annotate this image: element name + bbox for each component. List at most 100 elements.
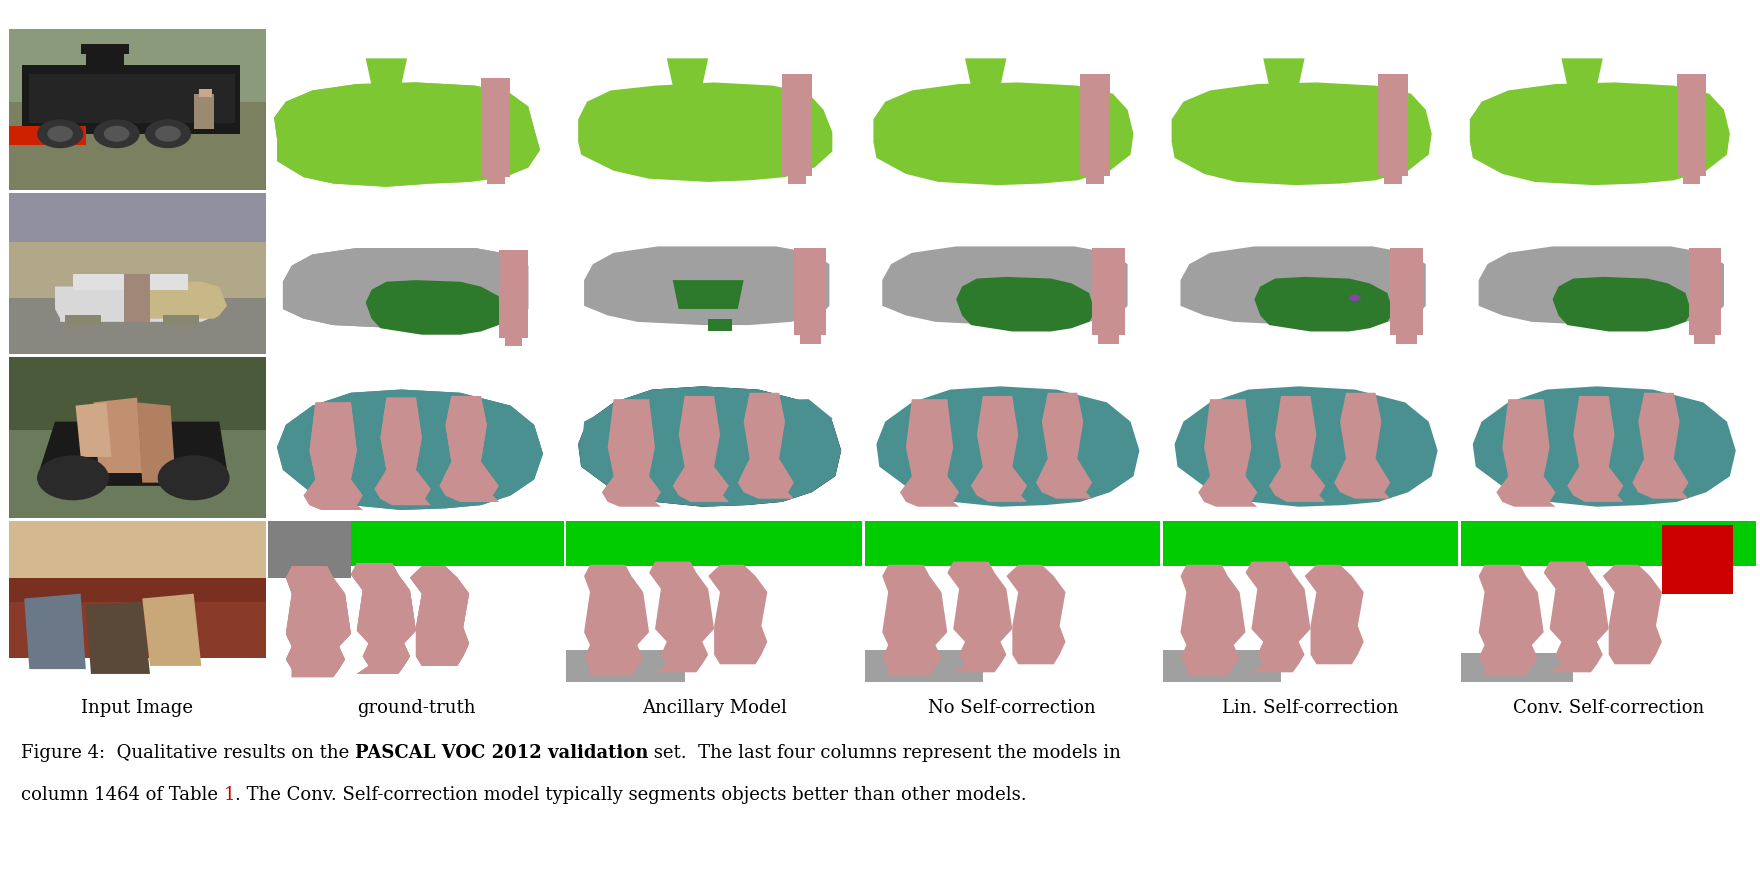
Polygon shape xyxy=(9,578,266,602)
Polygon shape xyxy=(297,103,519,127)
Polygon shape xyxy=(440,396,498,502)
Polygon shape xyxy=(498,250,528,339)
Ellipse shape xyxy=(93,120,139,149)
Polygon shape xyxy=(1496,400,1556,507)
Text: Ancillary Model: Ancillary Model xyxy=(642,698,787,716)
Polygon shape xyxy=(1632,394,1688,499)
Bar xyxy=(81,45,130,55)
Polygon shape xyxy=(667,59,708,87)
Polygon shape xyxy=(350,563,415,674)
Polygon shape xyxy=(283,249,528,328)
Polygon shape xyxy=(567,650,685,682)
Polygon shape xyxy=(1544,562,1609,673)
Polygon shape xyxy=(1478,247,1725,326)
Polygon shape xyxy=(276,390,544,510)
Polygon shape xyxy=(410,567,470,667)
Bar xyxy=(9,103,266,191)
Polygon shape xyxy=(602,400,662,507)
Polygon shape xyxy=(285,567,350,677)
Polygon shape xyxy=(672,396,729,502)
Polygon shape xyxy=(276,390,544,510)
Polygon shape xyxy=(1098,332,1119,345)
Polygon shape xyxy=(1461,653,1573,682)
Polygon shape xyxy=(864,650,982,682)
Polygon shape xyxy=(956,277,1095,332)
Polygon shape xyxy=(1081,76,1111,176)
Polygon shape xyxy=(581,400,832,457)
Bar xyxy=(125,275,150,322)
Polygon shape xyxy=(1603,565,1661,665)
Text: 1: 1 xyxy=(224,785,236,803)
Text: Conv. Self-correction: Conv. Self-correction xyxy=(1514,698,1704,716)
Polygon shape xyxy=(1661,525,1734,594)
Ellipse shape xyxy=(158,456,229,501)
Bar xyxy=(9,358,266,430)
Polygon shape xyxy=(1473,387,1735,507)
Ellipse shape xyxy=(37,456,109,501)
Polygon shape xyxy=(788,173,806,184)
Polygon shape xyxy=(1461,521,1756,567)
Polygon shape xyxy=(76,403,111,457)
Polygon shape xyxy=(1677,76,1705,176)
Polygon shape xyxy=(350,563,415,674)
Polygon shape xyxy=(480,78,510,178)
Bar xyxy=(9,430,266,518)
Polygon shape xyxy=(283,249,528,328)
Polygon shape xyxy=(781,76,811,176)
Polygon shape xyxy=(137,403,176,483)
Polygon shape xyxy=(649,562,715,673)
Bar xyxy=(9,127,86,146)
Bar xyxy=(65,316,102,326)
Ellipse shape xyxy=(37,120,83,149)
Text: column 1464 of Table: column 1464 of Table xyxy=(21,785,224,803)
Polygon shape xyxy=(505,335,523,347)
Polygon shape xyxy=(1568,396,1623,502)
Polygon shape xyxy=(1378,76,1408,176)
Polygon shape xyxy=(304,403,363,510)
Bar xyxy=(194,95,215,129)
Polygon shape xyxy=(304,403,363,510)
Polygon shape xyxy=(86,602,150,674)
Polygon shape xyxy=(366,281,505,335)
Text: Figure 4:  Qualitative results on the: Figure 4: Qualitative results on the xyxy=(21,743,356,761)
Polygon shape xyxy=(9,594,266,658)
Bar xyxy=(9,242,266,298)
Polygon shape xyxy=(899,400,959,507)
Polygon shape xyxy=(1163,521,1459,567)
Polygon shape xyxy=(285,567,350,677)
Polygon shape xyxy=(275,83,540,188)
Bar xyxy=(199,90,211,97)
Polygon shape xyxy=(1037,394,1093,499)
Polygon shape xyxy=(1007,565,1065,665)
Polygon shape xyxy=(964,59,1007,87)
Polygon shape xyxy=(350,563,415,674)
Polygon shape xyxy=(375,398,431,506)
Polygon shape xyxy=(1478,565,1544,676)
Text: No Self-correction: No Self-correction xyxy=(929,698,1096,716)
Polygon shape xyxy=(480,78,510,178)
Polygon shape xyxy=(93,398,143,474)
Polygon shape xyxy=(708,565,767,665)
Polygon shape xyxy=(440,396,498,502)
Polygon shape xyxy=(1552,277,1691,332)
Bar xyxy=(164,316,199,326)
Polygon shape xyxy=(30,76,234,123)
Ellipse shape xyxy=(144,120,192,149)
Text: . The Conv. Self-correction model typically segments objects better than other m: . The Conv. Self-correction model typica… xyxy=(236,785,1028,803)
Polygon shape xyxy=(1163,650,1281,682)
Polygon shape xyxy=(1396,332,1417,345)
Polygon shape xyxy=(1086,173,1104,184)
Polygon shape xyxy=(1269,396,1325,502)
Polygon shape xyxy=(285,567,350,677)
Polygon shape xyxy=(1174,387,1438,507)
Polygon shape xyxy=(1181,247,1426,326)
Polygon shape xyxy=(1695,332,1714,345)
Polygon shape xyxy=(1561,59,1603,87)
Polygon shape xyxy=(375,398,431,506)
Polygon shape xyxy=(873,83,1133,186)
Polygon shape xyxy=(283,249,528,328)
Polygon shape xyxy=(972,396,1028,502)
Polygon shape xyxy=(799,332,820,345)
Bar xyxy=(9,195,266,258)
Polygon shape xyxy=(567,521,862,567)
